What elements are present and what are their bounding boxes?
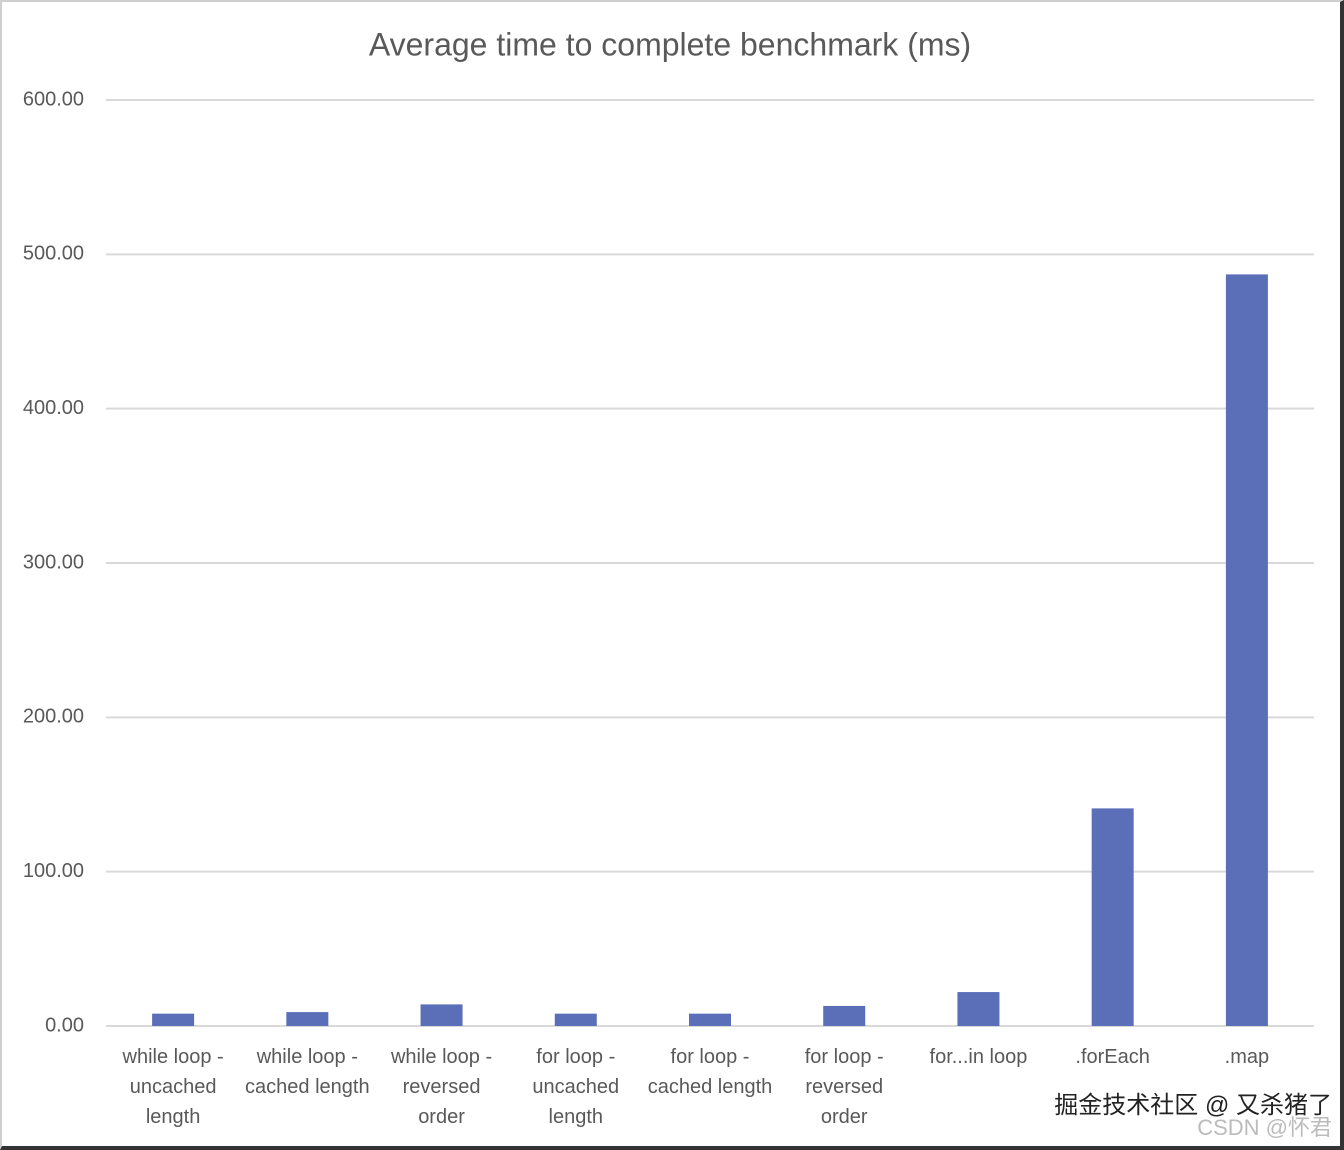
- x-tick-label: while loop - reversed order: [390, 1046, 493, 1128]
- bar: [554, 1013, 597, 1026]
- bar: [823, 1005, 866, 1026]
- y-tick-label: 100.00: [23, 860, 84, 882]
- x-tick-label: while loop - cached length: [245, 1046, 370, 1098]
- y-tick-label: 0.00: [45, 1014, 84, 1036]
- x-tick-label: for loop - cached length: [647, 1046, 773, 1098]
- watermark: 掘金技术社区 @ 又杀猪了: [1054, 1092, 1332, 1119]
- x-tick-label: .forEach: [1075, 1046, 1150, 1068]
- y-tick-label: 300.00: [23, 551, 84, 573]
- bar: [152, 1013, 195, 1026]
- bar: [1091, 808, 1134, 1026]
- x-tick-label: for loop - uncached length: [532, 1046, 620, 1128]
- bar: [957, 992, 1000, 1026]
- y-tick-label: 200.00: [23, 706, 84, 728]
- watermark: CSDN @怀君: [1197, 1115, 1332, 1140]
- bar: [689, 1013, 731, 1026]
- x-tick-label: for...in loop: [929, 1046, 1028, 1068]
- bar: [286, 1012, 329, 1026]
- x-tick-label: .map: [1224, 1046, 1270, 1068]
- chart-title: Average time to complete benchmark (ms): [369, 26, 971, 62]
- x-tick-label: for loop - reversed order: [804, 1046, 884, 1128]
- x-tick-label: while loop - uncached length: [122, 1046, 224, 1128]
- y-tick-label: 400.00: [23, 397, 84, 419]
- y-tick-label: 500.00: [23, 243, 84, 265]
- bar: [420, 1004, 463, 1026]
- y-tick-label: 600.00: [23, 88, 84, 110]
- bar: [1225, 274, 1268, 1026]
